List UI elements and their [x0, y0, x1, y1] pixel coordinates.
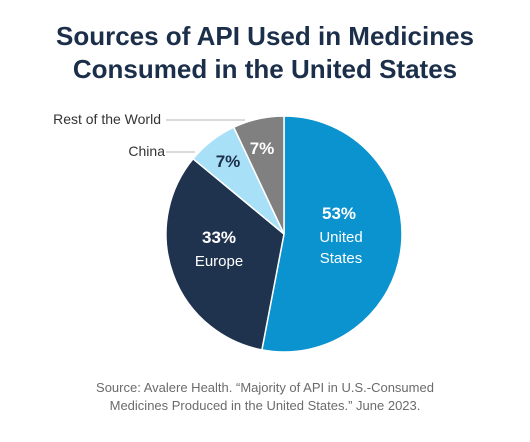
- data-label-united-states: 53%: [322, 204, 356, 223]
- chart-title-line-2: Consumed in the United States: [72, 54, 458, 84]
- data-label-europe: 33%: [202, 228, 236, 247]
- category-label-china: China: [128, 143, 165, 159]
- source-line-2: Medicines Produced in the United States.…: [109, 398, 421, 413]
- pie-slice-united-states: [261, 115, 403, 353]
- source-note: Source: Avalere Health. “Majority of API…: [0, 379, 530, 415]
- category-label-united-states-2: States: [320, 250, 363, 267]
- source-line-1: Source: Avalere Health. “Majority of API…: [96, 380, 434, 395]
- category-label-united-states-1: United: [319, 229, 362, 246]
- pie-slice-rest-of-the-world: [232, 115, 285, 235]
- data-label-rest-of-the-world: 7%: [250, 139, 275, 158]
- chart-title: Sources of API Used in Medicines Consume…: [0, 20, 530, 86]
- category-label-rest-of-the-world: Rest of the World: [53, 111, 161, 127]
- pie-slice-europe: [165, 157, 285, 351]
- data-label-china: 7%: [216, 152, 241, 171]
- chart-title-line-1: Sources of API Used in Medicines: [55, 21, 475, 51]
- category-label-europe: Europe: [195, 253, 243, 270]
